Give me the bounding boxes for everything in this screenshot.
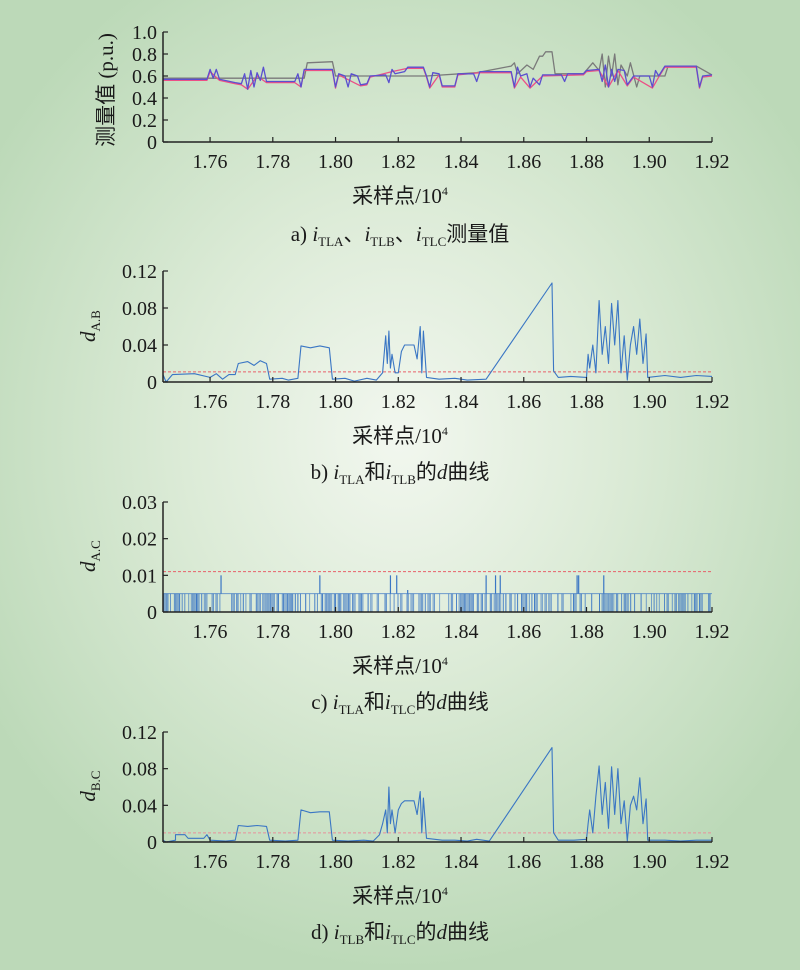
y-tick-label: 0.4 xyxy=(132,88,157,110)
y-tick-label: 0.12 xyxy=(122,261,157,283)
y-tick-label: 0.12 xyxy=(122,722,157,744)
y-tick-label: 0 xyxy=(147,372,157,394)
y-tick-label: 1.0 xyxy=(132,22,157,44)
y-tick-label: 0.04 xyxy=(122,795,157,817)
x-tick-label: 1.90 xyxy=(632,151,667,173)
x-tick-label: 1.82 xyxy=(381,151,416,173)
chart-d-d-bc: 1.76 1.78 1.80 1.82 1.84 1.86 1.88 1.90 1.92 0 0.0… xyxy=(122,722,730,873)
y-tick-label: 0.04 xyxy=(122,335,157,357)
x-tick-label: 1.76 xyxy=(193,621,228,643)
x-tick-label: 1.84 xyxy=(444,621,479,643)
x-tick-label: 1.92 xyxy=(695,151,730,173)
x-tick-label: 1.88 xyxy=(569,621,604,643)
caption-a: a) iTLA、iTLB、iTLC测量值 xyxy=(290,222,510,250)
x-tick-label: 1.88 xyxy=(569,391,604,413)
y-tick-label: 0.08 xyxy=(122,759,157,781)
x-tick-label: 1.84 xyxy=(444,851,479,873)
chart-b-d-ab: 1.76 1.78 1.80 1.82 1.84 1.86 1.88 1.90 1.92 0 0.0… xyxy=(122,261,730,413)
x-axis-label-d: 采样点/104 xyxy=(352,884,448,908)
baseline-noise xyxy=(163,575,712,612)
x-tick-label: 1.90 xyxy=(632,391,667,413)
x-tick-label: 1.88 xyxy=(569,851,604,873)
x-tick-label: 1.80 xyxy=(318,851,353,873)
x-tick-label: 1.86 xyxy=(506,151,541,173)
chart-a-measurements: 1.76 1.78 1.80 1.82 1.84 1.86 1.88 1.90 1.92 00.2… xyxy=(132,22,730,173)
x-axis-label-a: 采样点/104 xyxy=(352,184,448,208)
y-tick-label: 0.8 xyxy=(132,44,157,66)
x-tick-label: 1.76 xyxy=(193,151,228,173)
x-tick-label: 1.78 xyxy=(255,151,290,173)
x-tick-label: 1.84 xyxy=(444,391,479,413)
x-tick-label: 1.92 xyxy=(695,621,730,643)
series-line-0 xyxy=(163,51,713,88)
y-tick-label: 0.02 xyxy=(122,529,157,551)
x-tick-label: 1.78 xyxy=(255,851,290,873)
x-tick-label: 1.86 xyxy=(506,391,541,413)
x-axis-label-c: 采样点/104 xyxy=(352,654,448,678)
x-tick-label: 1.82 xyxy=(381,391,416,413)
y-tick-label: 0.03 xyxy=(122,492,157,514)
x-tick-label: 1.90 xyxy=(632,851,667,873)
series-line-2 xyxy=(163,64,713,90)
y-tick-label: 0 xyxy=(147,832,157,854)
x-tick-label: 1.86 xyxy=(506,851,541,873)
x-tick-label: 1.78 xyxy=(255,621,290,643)
x-tick-label: 1.82 xyxy=(381,621,416,643)
y-tick-label: 0.6 xyxy=(132,66,157,88)
y-tick-label: 0.08 xyxy=(122,298,157,320)
x-tick-label: 1.80 xyxy=(318,151,353,173)
x-tick-label: 1.86 xyxy=(506,621,541,643)
y-tick-label: 0 xyxy=(147,602,157,624)
y-tick-label: 0.2 xyxy=(132,110,157,132)
chart-c-d-ac: 1.76 1.78 1.80 1.82 1.84 1.86 1.88 1.90 1.92 0 0.0… xyxy=(122,492,730,643)
x-tick-label: 1.80 xyxy=(318,391,353,413)
x-tick-label: 1.84 xyxy=(444,151,479,173)
x-tick-label: 1.90 xyxy=(632,621,667,643)
series-line-0 xyxy=(162,282,713,383)
x-axis-label-b: 采样点/104 xyxy=(352,424,448,448)
x-tick-label: 1.82 xyxy=(381,851,416,873)
x-tick-label: 1.92 xyxy=(695,851,730,873)
y-tick-label: 0.01 xyxy=(122,565,157,587)
x-tick-label: 1.92 xyxy=(695,391,730,413)
caption-b: b) iTLA和iTLB的d曲线 xyxy=(310,460,490,488)
x-tick-label: 1.76 xyxy=(193,851,228,873)
series-line-0 xyxy=(162,747,712,843)
x-tick-label: 1.78 xyxy=(255,391,290,413)
x-tick-label: 1.88 xyxy=(569,151,604,173)
x-tick-label: 1.76 xyxy=(193,391,228,413)
y-tick-label: 0 xyxy=(147,132,157,154)
caption-c: c) iTLA和iTLC的d曲线 xyxy=(311,690,489,718)
caption-d: d) iTLB和iTLC的d曲线 xyxy=(310,920,490,948)
x-tick-label: 1.80 xyxy=(318,621,353,643)
